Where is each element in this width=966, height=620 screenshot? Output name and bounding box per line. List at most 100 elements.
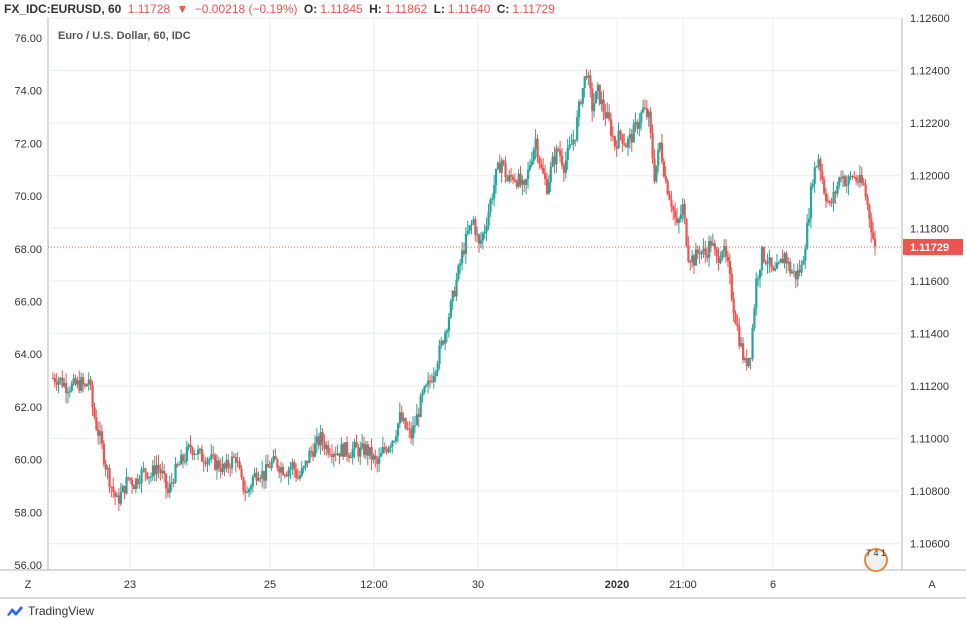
- candle-body: [462, 250, 466, 254]
- candle-body: [481, 233, 484, 241]
- candle-body: [353, 442, 356, 449]
- candle-body: [298, 475, 302, 479]
- right-axis-tick-label: 1.11000: [910, 434, 949, 446]
- candle-body: [798, 270, 801, 273]
- candle-body: [685, 218, 688, 246]
- last-price-label-bg: [903, 238, 963, 255]
- candle-body: [511, 176, 515, 180]
- candle-body: [474, 219, 477, 235]
- candle-body: [478, 234, 481, 244]
- candle-body: [717, 255, 720, 264]
- candle-body: [332, 453, 336, 457]
- last-price: 1.11728: [127, 2, 171, 16]
- candle-body: [82, 377, 85, 385]
- candle-body: [117, 495, 121, 504]
- candle-body: [504, 162, 507, 178]
- candle-body: [643, 107, 647, 109]
- candle-body: [153, 465, 156, 475]
- tradingview-logo-icon: [7, 606, 23, 616]
- candle-body: [560, 155, 564, 166]
- candle-body: [510, 175, 513, 177]
- candle-body: [57, 379, 60, 385]
- candle-body: [313, 443, 317, 457]
- footer-brand[interactable]: TradingView: [6, 604, 94, 618]
- candle-body: [347, 455, 351, 458]
- candle-body: [308, 450, 311, 464]
- candle-body: [828, 201, 831, 203]
- candle-body: [340, 444, 343, 457]
- candle-body: [711, 243, 715, 246]
- candle-body: [587, 75, 590, 78]
- candle-body: [142, 468, 145, 470]
- candle-body: [700, 251, 703, 255]
- candle-body: [202, 461, 205, 463]
- last-price-label: 1.11729: [910, 242, 949, 254]
- candle-body: [249, 486, 253, 490]
- candle-body: [310, 450, 313, 452]
- candle-body: [259, 477, 262, 479]
- candle-body: [89, 379, 92, 386]
- candle-body: [742, 343, 745, 361]
- candle-body: [244, 490, 247, 493]
- candle-body: [112, 486, 115, 492]
- candle-body: [602, 99, 605, 113]
- candle-body: [100, 431, 104, 444]
- candle-body: [427, 380, 430, 385]
- candle-body: [755, 278, 758, 309]
- candle-body: [304, 460, 307, 467]
- candle-body: [183, 461, 187, 463]
- candle-body: [346, 442, 349, 456]
- candle-body: [721, 251, 724, 259]
- candle-body: [459, 263, 462, 266]
- candle-body: [280, 466, 283, 473]
- candle-body: [764, 261, 767, 264]
- candle-body: [591, 88, 594, 112]
- candle-body: [604, 112, 607, 119]
- candle-body: [845, 184, 848, 186]
- left-axis-tick-label: 58.00: [14, 507, 42, 519]
- candle-body: [138, 483, 141, 485]
- x-axis-tick-label: 12:00: [360, 579, 388, 591]
- candle-body: [227, 460, 230, 468]
- candle-body: [858, 174, 862, 183]
- candle-body: [80, 377, 83, 391]
- candle-body: [246, 491, 249, 493]
- candle-body: [598, 84, 601, 104]
- candle-body: [165, 473, 168, 489]
- candle-body: [149, 476, 153, 478]
- candle-body: [787, 261, 790, 264]
- candle-body: [168, 483, 171, 493]
- candle-body: [847, 176, 850, 185]
- candle-body: [219, 468, 222, 472]
- candle-body: [659, 142, 662, 150]
- candle-body: [319, 432, 322, 446]
- candle-body: [215, 460, 219, 470]
- x-axis-tick-label: 21:00: [669, 579, 697, 591]
- candle-body: [312, 451, 315, 457]
- candle-body: [417, 414, 420, 417]
- candle-body: [657, 149, 660, 166]
- candle-body: [242, 477, 245, 491]
- candle-body: [453, 290, 456, 297]
- candle-body: [321, 432, 324, 443]
- candle-body: [730, 274, 733, 299]
- candle-body: [517, 173, 520, 187]
- footer-brand-label: TradingView: [28, 604, 95, 618]
- candle-body: [775, 262, 779, 269]
- candle-body: [287, 469, 290, 477]
- candle-body: [579, 101, 583, 104]
- candle-body: [83, 384, 87, 387]
- candle-body: [621, 134, 624, 144]
- candle-body: [366, 444, 369, 456]
- candle-body: [178, 464, 181, 466]
- candle-body: [157, 464, 160, 470]
- candle-body: [438, 345, 441, 364]
- candle-body: [676, 218, 679, 224]
- candle-body: [594, 91, 598, 104]
- candle-body: [413, 425, 417, 427]
- candle-body: [662, 161, 666, 177]
- candle-body: [364, 444, 368, 456]
- candle-body: [625, 144, 628, 148]
- left-axis-tick-label: 62.00: [14, 402, 42, 414]
